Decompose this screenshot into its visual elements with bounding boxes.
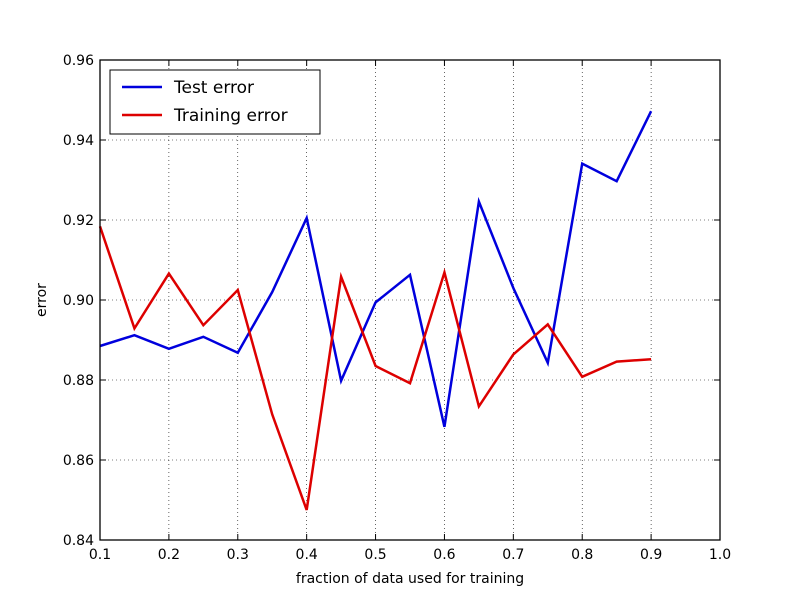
tick-marks bbox=[99, 59, 721, 541]
y-tick-label: 0.86 bbox=[63, 453, 94, 469]
y-tick-label: 0.84 bbox=[63, 533, 94, 549]
x-tick-label: 0.4 bbox=[296, 547, 318, 563]
x-axis-label: fraction of data used for training bbox=[296, 571, 524, 587]
x-tick-label: 0.2 bbox=[158, 547, 180, 563]
y-tick-labels: 0.84 0.86 0.88 0.90 0.92 0.94 0.96 bbox=[63, 53, 94, 549]
y-tick-label: 0.94 bbox=[63, 133, 94, 149]
legend-label-training-error: Training error bbox=[173, 106, 288, 126]
x-tick-label: 0.9 bbox=[640, 547, 662, 563]
y-tick-label: 0.96 bbox=[63, 53, 94, 69]
x-tick-label: 1.0 bbox=[709, 547, 731, 563]
legend-label-test-error: Test error bbox=[173, 78, 254, 98]
x-tick-label: 0.5 bbox=[364, 547, 386, 563]
x-tick-label: 0.6 bbox=[433, 547, 455, 563]
series-layer bbox=[98, 110, 653, 511]
x-tick-label: 0.3 bbox=[227, 547, 249, 563]
x-tick-label: 0.1 bbox=[89, 547, 111, 563]
series-line-test-error bbox=[99, 110, 653, 428]
y-tick-label: 0.92 bbox=[63, 213, 94, 229]
x-tick-label: 0.7 bbox=[502, 547, 524, 563]
legend: Test error Training error bbox=[109, 69, 321, 135]
grid-lines bbox=[100, 60, 720, 540]
y-axis-label: error bbox=[34, 283, 50, 317]
y-tick-label: 0.88 bbox=[63, 373, 94, 389]
x-tick-labels: 0.1 0.2 0.3 0.4 0.5 0.6 0.7 0.8 0.9 1.0 bbox=[89, 547, 731, 563]
x-tick-label: 0.8 bbox=[571, 547, 593, 563]
series-line-training-error bbox=[98, 226, 652, 511]
y-tick-label: 0.90 bbox=[63, 293, 94, 309]
legend-box bbox=[109, 69, 321, 135]
